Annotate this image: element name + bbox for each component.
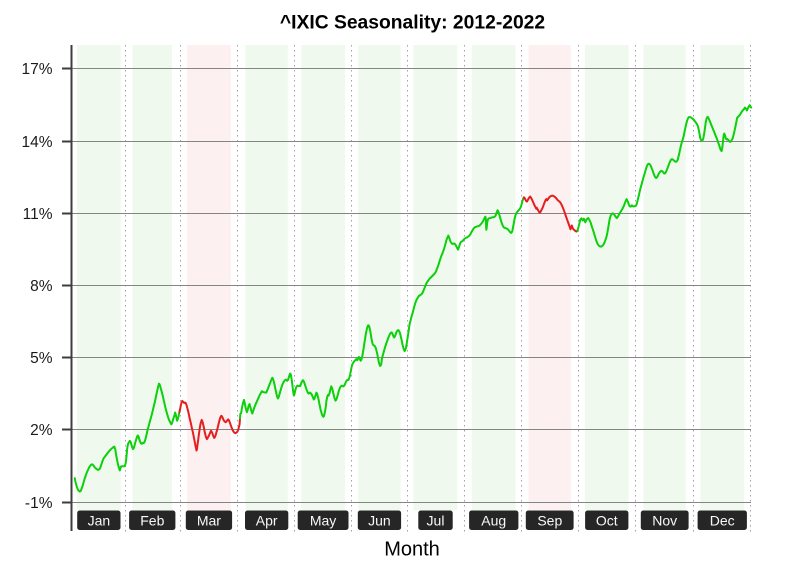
svg-text:17%: 17% bbox=[21, 61, 52, 78]
svg-text:8%: 8% bbox=[30, 278, 53, 295]
svg-text:-1%: -1% bbox=[25, 495, 53, 512]
svg-text:Jan: Jan bbox=[88, 512, 111, 528]
svg-text:11%: 11% bbox=[23, 206, 53, 223]
svg-text:Mar: Mar bbox=[197, 512, 221, 528]
svg-text:Feb: Feb bbox=[140, 512, 164, 528]
svg-text:Jul: Jul bbox=[427, 512, 445, 528]
svg-text:Dec: Dec bbox=[710, 512, 735, 528]
svg-text:Apr: Apr bbox=[256, 512, 278, 528]
svg-text:14%: 14% bbox=[21, 134, 52, 151]
svg-text:2%: 2% bbox=[30, 422, 53, 439]
svg-text:Month: Month bbox=[384, 539, 440, 561]
svg-text:^IXIC Seasonality: 2012-2022: ^IXIC Seasonality: 2012-2022 bbox=[280, 13, 545, 34]
svg-text:Jun: Jun bbox=[368, 512, 391, 528]
svg-text:5%: 5% bbox=[30, 350, 53, 367]
svg-text:Nov: Nov bbox=[652, 512, 677, 528]
svg-text:May: May bbox=[310, 512, 336, 528]
svg-text:Oct: Oct bbox=[596, 512, 618, 528]
svg-text:Sep: Sep bbox=[537, 512, 562, 528]
svg-text:Aug: Aug bbox=[481, 512, 506, 528]
